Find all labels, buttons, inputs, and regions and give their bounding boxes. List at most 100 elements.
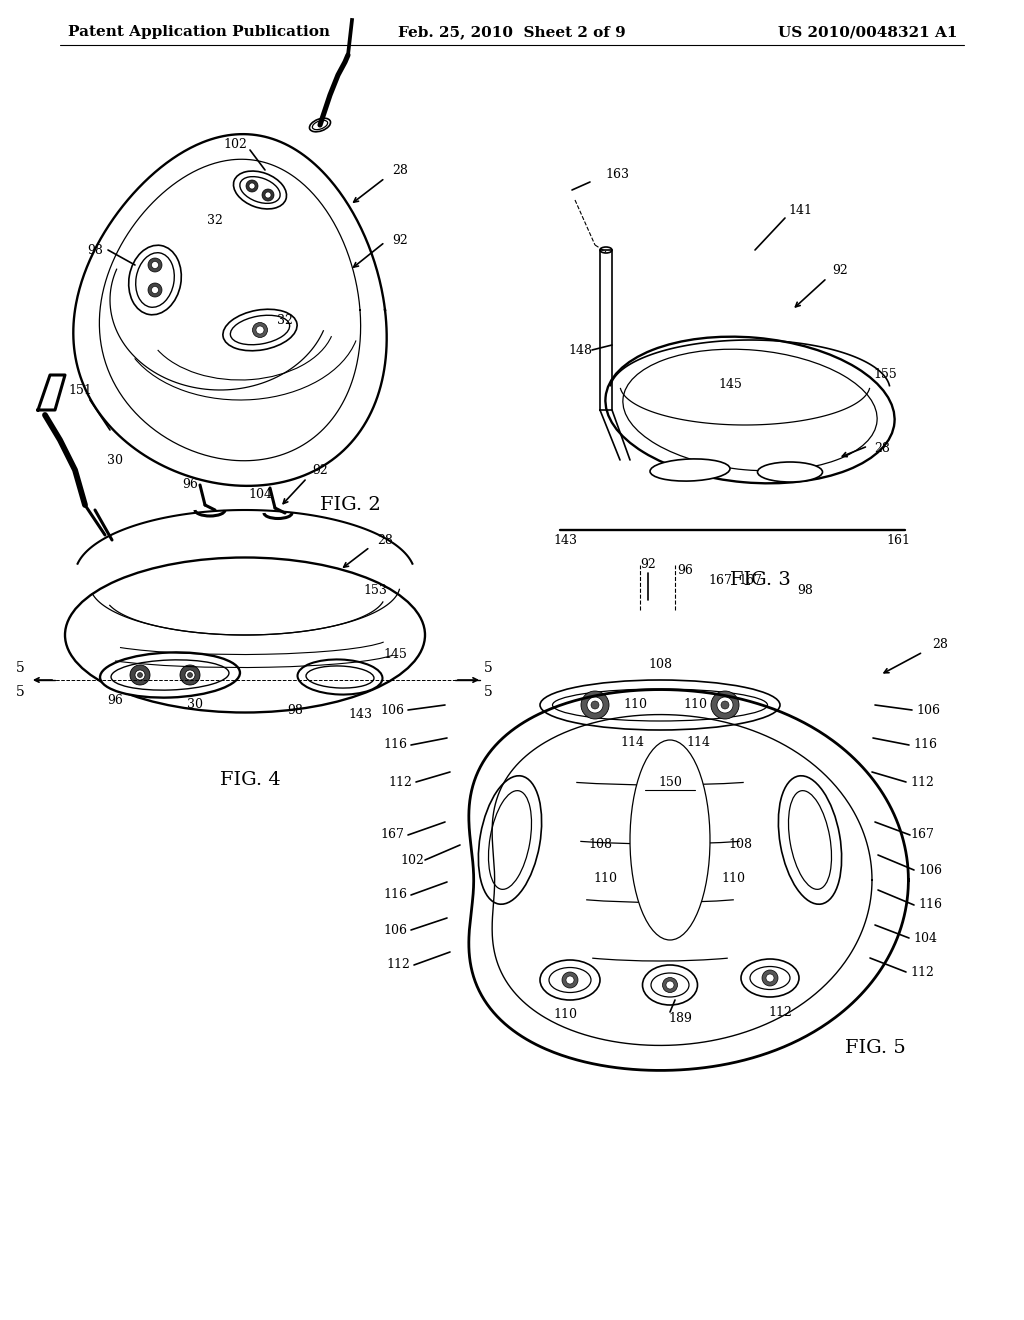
Text: FIG. 2: FIG. 2	[319, 496, 380, 513]
Text: 96: 96	[108, 693, 123, 706]
Ellipse shape	[591, 701, 599, 709]
Text: 32: 32	[207, 214, 223, 227]
Text: 98: 98	[797, 583, 813, 597]
Ellipse shape	[605, 337, 895, 483]
Ellipse shape	[650, 459, 730, 480]
Ellipse shape	[666, 981, 674, 989]
Ellipse shape	[265, 191, 271, 198]
Text: US 2010/0048321 A1: US 2010/0048321 A1	[778, 25, 958, 40]
Ellipse shape	[233, 172, 287, 209]
Ellipse shape	[642, 965, 697, 1005]
Ellipse shape	[246, 180, 258, 191]
Ellipse shape	[130, 665, 150, 685]
Text: 5: 5	[15, 661, 25, 675]
Text: 96: 96	[182, 479, 198, 491]
Text: 114: 114	[686, 735, 710, 748]
Ellipse shape	[152, 286, 159, 293]
Text: 112: 112	[388, 776, 412, 788]
Text: 167: 167	[910, 829, 934, 842]
Text: 141: 141	[788, 203, 812, 216]
Text: 98: 98	[287, 704, 303, 717]
Text: 116: 116	[383, 738, 407, 751]
Text: 151: 151	[68, 384, 92, 396]
Ellipse shape	[135, 671, 145, 680]
Text: 98: 98	[87, 243, 103, 256]
Text: FIG. 5: FIG. 5	[845, 1039, 905, 1057]
Text: 112: 112	[910, 776, 934, 788]
Ellipse shape	[253, 322, 267, 338]
Text: 30: 30	[187, 698, 203, 711]
Ellipse shape	[478, 776, 542, 904]
Ellipse shape	[778, 776, 842, 904]
Ellipse shape	[581, 690, 609, 719]
Text: 161: 161	[886, 533, 910, 546]
Text: 102: 102	[223, 139, 247, 152]
Ellipse shape	[741, 960, 799, 997]
Text: 167: 167	[380, 829, 403, 842]
Text: 104: 104	[248, 488, 272, 502]
Text: 92: 92	[392, 234, 408, 247]
Text: 106: 106	[918, 863, 942, 876]
Text: FIG. 4: FIG. 4	[219, 771, 281, 789]
Text: 92: 92	[312, 463, 328, 477]
Ellipse shape	[137, 672, 142, 677]
Text: 167: 167	[738, 573, 762, 586]
Text: 148: 148	[568, 343, 592, 356]
Text: 102: 102	[400, 854, 424, 866]
Text: 5: 5	[483, 685, 493, 700]
Text: 92: 92	[640, 558, 656, 572]
Text: 110: 110	[623, 698, 647, 711]
Text: 106: 106	[916, 704, 940, 717]
Ellipse shape	[249, 183, 255, 189]
Ellipse shape	[758, 462, 822, 482]
Text: Patent Application Publication: Patent Application Publication	[68, 25, 330, 40]
Ellipse shape	[185, 671, 195, 680]
Ellipse shape	[717, 697, 733, 713]
Text: 155: 155	[873, 368, 897, 381]
Text: 110: 110	[683, 698, 707, 711]
Ellipse shape	[711, 690, 739, 719]
Text: 189: 189	[668, 1011, 692, 1024]
Ellipse shape	[562, 972, 578, 987]
Text: 114: 114	[620, 735, 644, 748]
Ellipse shape	[540, 960, 600, 1001]
Text: 106: 106	[380, 704, 404, 717]
Ellipse shape	[721, 701, 729, 709]
Text: 143: 143	[348, 709, 372, 722]
Text: 92: 92	[833, 264, 848, 276]
Text: 28: 28	[874, 441, 890, 454]
Ellipse shape	[223, 309, 297, 351]
Text: 28: 28	[932, 639, 948, 652]
Text: 106: 106	[383, 924, 407, 936]
Text: 153: 153	[364, 583, 387, 597]
Text: 30: 30	[106, 454, 123, 466]
Ellipse shape	[566, 975, 574, 983]
Ellipse shape	[100, 652, 240, 697]
Text: 5: 5	[483, 661, 493, 675]
Text: 145: 145	[383, 648, 407, 661]
Ellipse shape	[298, 660, 383, 694]
Text: FIG. 3: FIG. 3	[729, 572, 791, 589]
Ellipse shape	[187, 672, 193, 677]
Text: 32: 32	[278, 314, 293, 326]
Ellipse shape	[587, 697, 603, 713]
Ellipse shape	[600, 247, 612, 253]
Text: 116: 116	[383, 888, 407, 902]
Text: 110: 110	[553, 1008, 577, 1022]
Text: 163: 163	[605, 169, 629, 181]
Ellipse shape	[148, 282, 162, 297]
Ellipse shape	[309, 119, 331, 132]
Ellipse shape	[129, 246, 181, 314]
Ellipse shape	[262, 189, 274, 201]
Text: 5: 5	[15, 685, 25, 700]
Ellipse shape	[152, 261, 159, 268]
Text: 116: 116	[913, 738, 937, 751]
Text: 116: 116	[918, 899, 942, 912]
Text: 96: 96	[677, 564, 693, 577]
Text: 145: 145	[718, 379, 742, 392]
Text: 108: 108	[588, 838, 612, 851]
Ellipse shape	[766, 974, 774, 982]
Text: 104: 104	[913, 932, 937, 945]
Ellipse shape	[663, 978, 678, 993]
Text: 28: 28	[392, 164, 408, 177]
